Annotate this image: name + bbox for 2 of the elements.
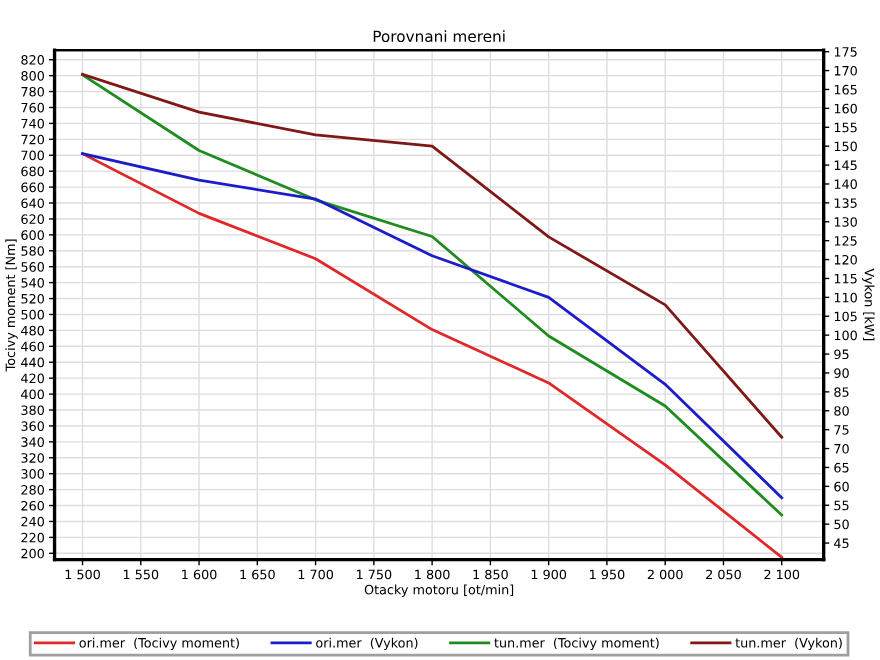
line-series — [81, 73, 784, 517]
line-series — [81, 72, 784, 439]
